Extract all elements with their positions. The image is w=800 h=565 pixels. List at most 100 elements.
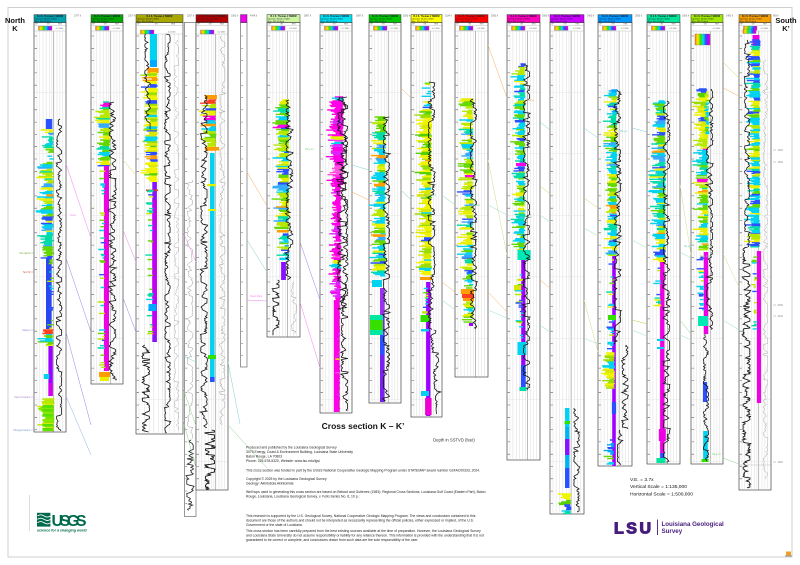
- svg-text:0.2 2000: 0.2 2000: [529, 28, 536, 30]
- svg-text:science for a changing world: science for a changing world: [37, 529, 87, 533]
- svg-text:LSU: LSU: [614, 521, 651, 538]
- svg-text:Operc: Operc: [658, 180, 665, 183]
- svg-text:Louisiana Geological: Louisiana Geological: [662, 521, 725, 528]
- svg-text:1483 ft: 1483 ft: [726, 15, 733, 18]
- svg-text:4049 ft: 4049 ft: [250, 15, 257, 18]
- svg-text:SP: SP: [692, 24, 695, 26]
- svg-text:Marg A: Marg A: [620, 130, 628, 133]
- svg-text:Elev: KB 43 (feet): Elev: KB 43 (feet): [456, 20, 473, 23]
- svg-text:This research is supported by: This research is supported by the U.S. G…: [246, 514, 476, 518]
- svg-text:SP: SP: [370, 24, 373, 26]
- svg-text:Operator: Brooks Gmbh: Operator: Brooks Gmbh: [412, 18, 435, 21]
- svg-text:-3100: -3100: [777, 316, 784, 318]
- svg-text:Operator: Brooks Gmbh: Operator: Brooks Gmbh: [648, 18, 671, 21]
- svg-text:Cib opima: Cib opima: [19, 252, 30, 255]
- svg-text:RES: RES: [672, 24, 677, 26]
- svg-text:0.2 2000: 0.2 2000: [342, 28, 349, 30]
- svg-text:North: North: [5, 16, 25, 25]
- svg-text:RES: RES: [763, 24, 768, 26]
- svg-text:0.2 2000: 0.2 2000: [573, 28, 580, 30]
- svg-text:B-1 S. Thomas # SWDW: B-1 S. Thomas # SWDW: [94, 16, 121, 18]
- svg-text:GR: GR: [520, 24, 523, 26]
- svg-text:Operator: Brooks Gmbh: Operator: Brooks Gmbh: [740, 18, 763, 21]
- svg-text:Operc Marg: Operc Marg: [250, 295, 263, 298]
- svg-text:SP: SP: [740, 24, 743, 26]
- svg-text:B-1 S. Thomas # SWDW: B-1 S. Thomas # SWDW: [146, 16, 173, 18]
- svg-text:GR: GR: [382, 24, 385, 26]
- svg-text:Elev: KB 43 (feet): Elev: KB 43 (feet): [599, 20, 616, 23]
- svg-text:B-1 S. Thomas # SWDW: B-1 S. Thomas # SWDW: [694, 16, 721, 18]
- svg-text:RES: RES: [344, 24, 349, 26]
- svg-text:-3000: -3000: [777, 305, 784, 307]
- svg-text:1082 ft: 1082 ft: [231, 15, 238, 18]
- svg-text:GR: GR: [280, 24, 283, 26]
- svg-text:RES: RES: [624, 24, 629, 26]
- svg-text:Well tops used in generating t: Well tops used in generating this cross …: [246, 490, 486, 494]
- svg-text:Horizontal Scale = 1:500,000: Horizontal Scale = 1:500,000: [630, 492, 693, 498]
- svg-text:Baton Rouge, LA 70803: Baton Rouge, LA 70803: [246, 454, 282, 458]
- svg-text:Copyright © 2025 by the Louisi: Copyright © 2025 by the Louisiana Geolog…: [246, 477, 327, 481]
- svg-text:Operator: Brooks Gmbh: Operator: Brooks Gmbh: [692, 18, 715, 21]
- svg-text:Elev: KB 43 (feet): Elev: KB 43 (feet): [35, 20, 52, 23]
- svg-text:SP: SP: [268, 24, 271, 26]
- svg-text:This cross section has been ca: This cross section has been carefully pr…: [246, 529, 481, 533]
- svg-text:0.2 2000: 0.2 2000: [713, 28, 720, 30]
- svg-text:This cross section was funded: This cross section was funded in part by…: [246, 469, 480, 473]
- svg-text:Marg howei: Marg howei: [610, 238, 622, 241]
- svg-text:Operc: Operc: [70, 214, 77, 217]
- svg-text:1887 ft: 1887 ft: [356, 15, 363, 18]
- svg-text:Operator: Brooks Gmbh: Operator: Brooks Gmbh: [456, 18, 479, 21]
- svg-text:1683 ft: 1683 ft: [682, 15, 689, 18]
- svg-text:0.2 2000: 0.2 2000: [56, 28, 63, 30]
- svg-text:Depth in SSTVD (feet): Depth in SSTVD (feet): [433, 438, 475, 443]
- svg-text:Elev: KB 43 (feet): Elev: KB 43 (feet): [268, 20, 285, 23]
- svg-text:K’: K’: [782, 24, 790, 33]
- svg-text:GR: GR: [704, 24, 707, 26]
- svg-text:and Louisiana State University: and Louisiana State University do not as…: [246, 534, 484, 538]
- svg-text:0.2 2000: 0.2 2000: [621, 28, 628, 30]
- svg-text:GR: GR: [423, 24, 426, 26]
- svg-text:SP: SP: [92, 24, 95, 26]
- svg-text:B-1 S. Thomas # SWDW: B-1 S. Thomas # SWDW: [510, 16, 537, 18]
- svg-text:guaranteed to be correct or co: guaranteed to be correct or complete, an…: [246, 538, 418, 542]
- svg-text:Operator: Brooks Gmbh: Operator: Brooks Gmbh: [137, 18, 160, 21]
- svg-text:-4600: -4600: [777, 462, 784, 464]
- svg-text:GR: GR: [660, 24, 663, 26]
- svg-text:RES: RES: [220, 24, 225, 26]
- svg-text:SP: SP: [137, 24, 140, 26]
- svg-text:Geology: Akintobola Akintomide: Geology: Akintobola Akintomide: [246, 482, 294, 486]
- svg-text:B-1 S. Thomas # SWDW: B-1 S. Thomas # SWDW: [199, 16, 226, 18]
- svg-text:Operator: Brooks Gmbh: Operator: Brooks Gmbh: [35, 18, 58, 21]
- svg-text:Operator: Brooks Gmbh: Operator: Brooks Gmbh: [268, 18, 291, 21]
- svg-text:GR: GR: [564, 24, 567, 26]
- svg-text:Elev: KB 43 (feet): Elev: KB 43 (feet): [551, 20, 568, 23]
- svg-text:Elev: KB 43 (feet): Elev: KB 43 (feet): [648, 20, 665, 23]
- svg-text:Elev: KB 43 (feet): Elev: KB 43 (feet): [412, 20, 429, 23]
- svg-text:2583 ft: 2583 ft: [635, 15, 642, 18]
- svg-text:RES: RES: [480, 24, 485, 26]
- svg-text:Operator: Brooks Gmbh: Operator: Brooks Gmbh: [551, 18, 574, 21]
- svg-text:0.2 2000: 0.2 2000: [218, 32, 225, 34]
- svg-text:B-1 S. Thomas # SWDW: B-1 S. Thomas # SWDW: [458, 16, 485, 18]
- svg-text:Operator: Brooks Gmbh: Operator: Brooks Gmbh: [321, 18, 344, 21]
- svg-text:Operculinoides: Operculinoides: [14, 396, 31, 399]
- svg-text:K: K: [12, 24, 18, 33]
- svg-text:SP: SP: [508, 24, 511, 26]
- svg-text:Big gas: Big gas: [684, 246, 693, 248]
- svg-text:Elev: KB 43 (feet): Elev: KB 43 (feet): [692, 20, 709, 23]
- svg-text:Operator: Brooks Gmbh: Operator: Brooks Gmbh: [197, 18, 220, 21]
- svg-text:B-1 S. Thomas # SWDW: B-1 S. Thomas # SWDW: [323, 16, 350, 18]
- svg-text:Het sp: Het sp: [527, 99, 534, 102]
- svg-text:Phone: 225-578-5320, Website:: Phone: 225-578-5320, Website: www.lsu.ed…: [246, 459, 320, 463]
- svg-text:B-1 S. Thomas # SWDW: B-1 S. Thomas # SWDW: [602, 16, 629, 18]
- svg-text:SP: SP: [321, 24, 324, 26]
- svg-text:Elev: KB 43 (feet): Elev: KB 43 (feet): [197, 20, 214, 23]
- svg-text:RES: RES: [58, 24, 63, 26]
- svg-text:SP: SP: [412, 24, 415, 26]
- svg-text:RES: RES: [434, 24, 439, 26]
- svg-text:0.2 2000: 0.2 2000: [391, 28, 398, 30]
- svg-text:Operator: Brooks Gmbh: Operator: Brooks Gmbh: [599, 18, 622, 21]
- svg-text:2083 ft: 2083 ft: [403, 15, 410, 18]
- svg-text:2887 ft: 2887 ft: [304, 15, 311, 18]
- svg-text:GR: GR: [104, 24, 107, 26]
